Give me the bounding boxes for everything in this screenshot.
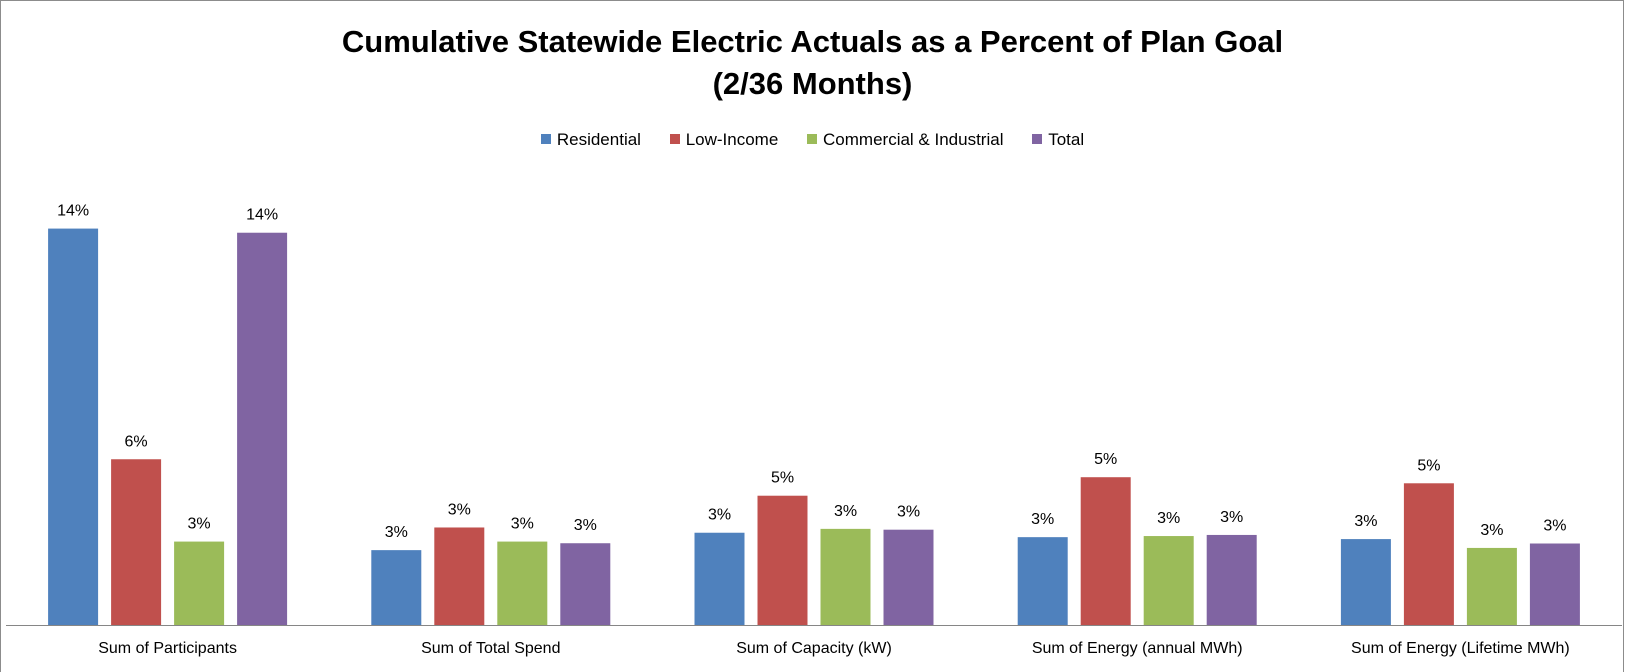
chart-title: Cumulative Statewide Electric Actuals as… — [341, 24, 1284, 59]
category-label-sum-of-capacity-kw: Sum of Capacity (kW) — [736, 640, 892, 657]
legend-item-low-income: Low-Income — [669, 129, 779, 150]
data-label-total-sum-of-capacity-kw: 3% — [897, 504, 920, 521]
bar-total-sum-of-energy-lifetime-mwh — [1529, 543, 1580, 625]
data-label-residential-sum-of-capacity-kw: 3% — [708, 507, 731, 524]
legend-label-total: Total — [1048, 129, 1085, 149]
legend-label-low-income: Low-Income — [685, 129, 779, 149]
data-label-residential-sum-of-energy-lifetime-mwh: 3% — [1354, 513, 1377, 530]
category-label-sum-of-total-spend: Sum of Total Spend — [421, 640, 560, 657]
data-label-low-income-sum-of-energy-annual-mwh: 5% — [1094, 451, 1117, 468]
bar-residential-sum-of-total-spend — [371, 550, 422, 625]
data-label-total-sum-of-total-spend: 3% — [574, 517, 597, 534]
data-label-residential-sum-of-energy-annual-mwh: 3% — [1031, 511, 1054, 528]
bar-low-income-sum-of-total-spend — [434, 527, 485, 625]
bar-residential-sum-of-energy-lifetime-mwh — [1340, 539, 1391, 625]
data-label-low-income-sum-of-total-spend: 3% — [448, 501, 471, 518]
bar-low-income-sum-of-energy-annual-mwh — [1080, 477, 1131, 625]
data-label-residential-sum-of-participants: 14% — [57, 203, 89, 220]
bar-low-income-sum-of-energy-lifetime-mwh — [1403, 483, 1454, 625]
bar-commercial-industrial-sum-of-participants — [174, 541, 225, 625]
data-label-total-sum-of-energy-lifetime-mwh: 3% — [1543, 518, 1566, 535]
bar-residential-sum-of-energy-annual-mwh — [1017, 537, 1068, 625]
bar-commercial-industrial-sum-of-total-spend — [497, 541, 548, 625]
data-label-low-income-sum-of-participants: 6% — [125, 433, 148, 450]
legend-swatch-residential — [540, 134, 551, 145]
category-label-sum-of-energy-lifetime-mwh: Sum of Energy (Lifetime MWh) — [1351, 640, 1570, 657]
chart-subtitle: (2/36 Months) — [712, 66, 913, 101]
bar-low-income-sum-of-capacity-kw — [757, 495, 808, 625]
bar-total-sum-of-participants — [237, 232, 288, 625]
legend-swatch-commercial-industrial — [807, 134, 818, 145]
legend-label-commercial-industrial: Commercial & Industrial — [823, 129, 1004, 149]
data-label-commercial-industrial-sum-of-energy-lifetime-mwh: 3% — [1480, 522, 1503, 539]
data-label-low-income-sum-of-capacity-kw: 5% — [771, 470, 794, 487]
bar-commercial-industrial-sum-of-energy-annual-mwh — [1143, 536, 1194, 625]
legend-item-residential: Residential — [540, 129, 641, 150]
bar-low-income-sum-of-participants — [111, 459, 162, 625]
data-label-total-sum-of-energy-annual-mwh: 3% — [1220, 509, 1243, 526]
bar-total-sum-of-total-spend — [560, 543, 611, 625]
data-label-total-sum-of-participants: 14% — [246, 207, 278, 224]
bar-total-sum-of-capacity-kw — [883, 529, 934, 625]
data-label-commercial-industrial-sum-of-energy-annual-mwh: 3% — [1157, 510, 1180, 527]
data-label-low-income-sum-of-energy-lifetime-mwh: 5% — [1417, 457, 1440, 474]
legend-item-total: Total — [1032, 130, 1084, 150]
legend-item-commercial-industrial: Commercial & Industrial — [807, 130, 1003, 150]
legend-swatch-total — [1032, 134, 1043, 145]
chart-legend: Residential Low-Income Commercial & Indu… — [0, 129, 1625, 150]
data-label-commercial-industrial-sum-of-total-spend: 3% — [511, 516, 534, 533]
legend-swatch-low-income — [669, 134, 680, 145]
data-label-commercial-industrial-sum-of-capacity-kw: 3% — [834, 503, 857, 520]
data-label-residential-sum-of-total-spend: 3% — [385, 524, 408, 541]
bar-commercial-industrial-sum-of-energy-lifetime-mwh — [1466, 547, 1517, 625]
bar-total-sum-of-energy-annual-mwh — [1206, 534, 1257, 625]
category-label-sum-of-participants: Sum of Participants — [98, 640, 237, 657]
legend-label-residential: Residential — [556, 129, 641, 149]
bar-residential-sum-of-participants — [48, 228, 99, 626]
data-label-commercial-industrial-sum-of-participants: 3% — [188, 516, 211, 533]
bar-commercial-industrial-sum-of-capacity-kw — [820, 528, 871, 625]
bar-residential-sum-of-capacity-kw — [694, 532, 745, 625]
category-label-sum-of-energy-annual-mwh: Sum of Energy (annual MWh) — [1032, 640, 1243, 657]
